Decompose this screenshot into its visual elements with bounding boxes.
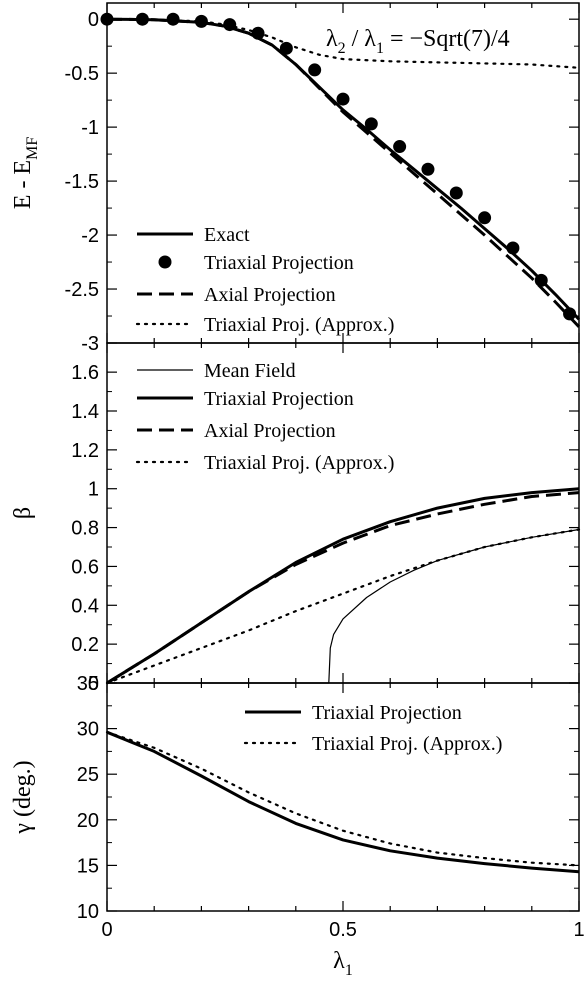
series-mean-field-line <box>107 528 580 684</box>
series-triaxial-projection-point <box>449 186 463 200</box>
y-axis-label: E - EMF <box>10 137 41 210</box>
series-triaxial-projection-point <box>308 63 322 77</box>
y-tick-label: -2.5 <box>65 279 99 301</box>
energy-panel: 0 -0.5 -1 -1.5 -2 -2.5 -3 E - EMF Exact Triaxial … <box>10 2 581 355</box>
y-tick-label: 1.4 <box>71 401 99 423</box>
x-tick-label: 0 <box>101 919 112 941</box>
series-triaxial-projection-point <box>336 92 350 106</box>
legend-mean-field-label: Mean Field <box>204 360 296 382</box>
y-tick-label: 0 <box>88 9 99 31</box>
series-triaxial-projection-line <box>106 730 580 874</box>
y-axis-label-main: γ (deg.) <box>10 760 36 834</box>
series-triaxial-proj-approx-line <box>105 731 581 867</box>
x-axis-label: λ1 <box>333 948 353 979</box>
beta-panel: 0 0.2 0.4 0.6 0.8 1 1.2 1.4 1.6 β Mean Field Triaxi… <box>10 342 581 695</box>
legend-triaxial-projection-label: Triaxial Projection <box>204 252 354 274</box>
series-triaxial-projection-point <box>478 211 492 225</box>
annotation-mid-sub: 1 <box>376 40 384 57</box>
series-axial-projection-line <box>106 17 581 328</box>
y-axis-label-main: E - E <box>10 160 36 209</box>
legend-triaxial-projection-label: Triaxial Projection <box>204 388 354 410</box>
legend-triaxial-proj-approx-label: Triaxial Proj. (Approx.) <box>204 452 394 474</box>
annotation-mid: / λ <box>346 26 377 52</box>
legend-axial-projection-label: Axial Projection <box>204 420 336 442</box>
y-tick-label: 10 <box>77 901 99 923</box>
x-axis-label-sub: 1 <box>345 962 353 979</box>
y-tick-label: -0.5 <box>65 63 99 85</box>
y-tick-label: -2 <box>81 225 99 247</box>
series-axial-projection-line <box>106 491 580 685</box>
y-tick-label: 30 <box>77 719 99 741</box>
annotation-lhs: λ <box>326 26 338 52</box>
series-triaxial-proj-approx-line <box>105 18 581 69</box>
series-triaxial-projection-point <box>364 117 378 131</box>
y-axis-label: γ (deg.) <box>10 760 36 834</box>
y-tick-label: 0.6 <box>71 556 99 578</box>
lambda-ratio-annotation: λ2 / λ1 = −Sqrt(7)/4 <box>326 26 510 57</box>
series-triaxial-projection-point <box>506 241 520 255</box>
legend-axial-projection-label: Axial Projection <box>204 284 336 306</box>
series-triaxial-projection-point <box>563 307 577 321</box>
x-tick-label: 0.5 <box>329 919 357 941</box>
y-tick-label: 1 <box>88 479 99 501</box>
series-triaxial-projection-point <box>393 140 407 154</box>
legend-triaxial-projection-label: Triaxial Projection <box>312 702 462 724</box>
x-tick-label: 1 <box>573 919 584 941</box>
y-tick-label: 25 <box>77 764 99 786</box>
series-triaxial-projection-point <box>166 12 180 26</box>
series-triaxial-projection-point <box>421 162 435 176</box>
y-tick-label: 15 <box>77 855 99 877</box>
legend-triaxial-projection-marker <box>158 255 172 269</box>
annotation-lhs-sub: 2 <box>338 40 346 57</box>
y-axis-label: β <box>10 507 36 519</box>
y-tick-label: -1 <box>81 117 99 139</box>
legend-triaxial-proj-approx-label: Triaxial Proj. (Approx.) <box>204 314 394 336</box>
legend-triaxial-proj-approx-label: Triaxial Proj. (Approx.) <box>312 733 502 755</box>
legend-exact-label: Exact <box>204 224 250 246</box>
y-tick-label: 0.2 <box>71 634 99 656</box>
y-tick-label: 1.6 <box>71 362 99 384</box>
y-axis-label-sub: MF <box>24 137 41 160</box>
y-tick-label: 0.4 <box>71 595 99 617</box>
series-exact-line <box>106 17 581 321</box>
y-tick-label: -1.5 <box>65 171 99 193</box>
y-tick-label: 1.2 <box>71 440 99 462</box>
y-tick-label: 0 <box>88 673 99 695</box>
x-axis-label-main: λ <box>333 948 345 974</box>
y-tick-label: 35 <box>77 673 99 695</box>
y-tick-label: -3 <box>81 333 99 355</box>
series-triaxial-proj-approx-line <box>105 528 581 685</box>
y-tick-label: 20 <box>77 810 99 832</box>
series-triaxial-projection-line <box>106 487 580 685</box>
annotation-rhs: = −Sqrt(7)/4 <box>384 26 510 52</box>
series-triaxial-projection-point <box>534 273 548 287</box>
y-tick-label: 0.8 <box>71 518 99 540</box>
y-axis-label-main: β <box>10 507 36 519</box>
